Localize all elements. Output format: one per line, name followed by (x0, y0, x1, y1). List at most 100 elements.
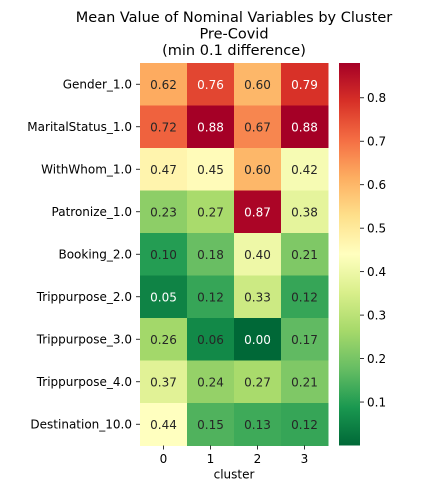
cell-value-label: 0.62 (150, 78, 177, 92)
cell-value-label: 0.10 (150, 248, 177, 262)
heatmap-cell (234, 148, 282, 191)
heatmap-cell (234, 318, 282, 361)
cell-value-label: 0.72 (150, 120, 177, 134)
heatmap-cell (234, 403, 282, 446)
heatmap-cells: 0.62 0.76 0.60 0.79 0.72 0.88 0.67 0.88 0.47 0.45… (140, 63, 329, 446)
cell-value-label: 0.21 (291, 248, 318, 262)
heatmap-cell (187, 360, 235, 404)
heatmap-cell (187, 233, 235, 276)
cell-value-label: 0.17 (291, 333, 318, 347)
x-tick-label: 1 (207, 452, 215, 466)
cell-value-label: 0.79 (291, 78, 318, 92)
heatmap-cell (281, 275, 329, 319)
x-axis-tick-labels: 0 1 2 3 (160, 445, 309, 466)
heatmap-cell (281, 360, 329, 404)
heatmap-cell (234, 275, 282, 319)
cell-value-label: 0.00 (244, 333, 271, 347)
cell-value-label: 0.05 (150, 290, 177, 304)
heatmap-cell (187, 275, 235, 319)
cell-value-label: 0.12 (291, 290, 318, 304)
chart-title-line-1: Mean Value of Nominal Variables by Clust… (76, 10, 392, 26)
cell-value-label: 0.45 (197, 163, 224, 177)
heatmap-cell (187, 403, 235, 446)
y-tick-label: Gender_1.0 (63, 78, 132, 92)
x-tick-label: 3 (301, 452, 309, 466)
cell-value-label: 0.15 (197, 418, 224, 432)
heatmap-cell (234, 360, 282, 404)
heatmap-cell (234, 63, 282, 106)
cell-value-label: 0.40 (244, 248, 271, 262)
colorbar-tick-label: 0.1 (367, 395, 386, 409)
colorbar-tick-label: 0.7 (367, 135, 386, 149)
heatmap-cell (281, 190, 329, 234)
cell-value-label: 0.26 (150, 333, 177, 347)
heatmap-cell (140, 233, 188, 276)
y-tick-label: Trippurpose_3.0 (36, 333, 132, 347)
chart-title-line-2: Pre-Covid (199, 27, 268, 43)
cell-value-label: 0.33 (244, 290, 271, 304)
cell-value-label: 0.23 (150, 205, 177, 219)
colorbar-gradient (339, 63, 360, 446)
cell-value-label: 0.42 (291, 163, 318, 177)
cell-value-label: 0.27 (197, 205, 224, 219)
x-tick-label: 0 (160, 452, 168, 466)
colorbar-ticks: 0.1 0.2 0.3 0.4 0.5 0.6 0.7 0.8 (360, 91, 386, 409)
y-tick-label: WithWhom_1.0 (41, 163, 132, 177)
cell-value-label: 0.87 (244, 205, 271, 219)
heatmap-cell (234, 233, 282, 276)
colorbar-tick-label: 0.5 (367, 221, 386, 235)
heatmap-cell (187, 318, 235, 361)
y-tick-label: MaritalStatus_1.0 (27, 120, 132, 134)
cell-value-label: 0.88 (291, 120, 318, 134)
heatmap-cell (140, 360, 188, 404)
cell-value-label: 0.12 (291, 418, 318, 432)
chart-title-line-3: (min 0.1 difference) (162, 43, 306, 59)
heatmap-cell (187, 190, 235, 234)
heatmap-cell (281, 233, 329, 276)
colorbar-tick-label: 0.2 (367, 352, 386, 366)
heatmap-cell (281, 148, 329, 191)
cell-value-label: 0.06 (197, 333, 224, 347)
heatmap-cell (140, 403, 188, 446)
heatmap-cell (187, 63, 235, 106)
x-tick-label: 2 (254, 452, 262, 466)
cell-value-label: 0.76 (197, 78, 224, 92)
heatmap-cell (140, 148, 188, 191)
cell-value-label: 0.12 (197, 290, 224, 304)
heatmap-cell (187, 148, 235, 191)
y-axis-tick-labels: Gender_1.0 MaritalStatus_1.0 WithWhom_1.0 P… (27, 78, 140, 432)
y-tick-label: Destination_10.0 (30, 418, 132, 432)
heatmap-cell (234, 190, 282, 234)
heatmap-cell (234, 105, 282, 149)
colorbar-tick-label: 0.3 (367, 308, 386, 322)
cell-value-label: 0.60 (244, 78, 271, 92)
heatmap-cell (281, 63, 329, 106)
cell-value-label: 0.27 (244, 375, 271, 389)
cell-value-label: 0.44 (150, 418, 177, 432)
heatmap-cell (140, 105, 188, 149)
chart-title: Mean Value of Nominal Variables by Clust… (76, 10, 392, 59)
heatmap-cell (281, 105, 329, 149)
y-tick-label: Trippurpose_4.0 (36, 375, 132, 389)
x-axis-label: cluster (214, 468, 255, 482)
cell-value-label: 0.21 (291, 375, 318, 389)
heatmap-cell (140, 318, 188, 361)
colorbar-tick-label: 0.4 (367, 265, 386, 279)
cell-value-label: 0.67 (244, 120, 271, 134)
heatmap-cell (140, 275, 188, 319)
heatmap-cell (140, 63, 188, 106)
cell-value-label: 0.47 (150, 163, 177, 177)
cell-value-label: 0.38 (291, 205, 318, 219)
colorbar: 0.1 0.2 0.3 0.4 0.5 0.6 0.7 0.8 (339, 63, 386, 446)
heatmap-cell (187, 105, 235, 149)
y-tick-label: Patronize_1.0 (52, 205, 132, 219)
cell-value-label: 0.37 (150, 375, 177, 389)
cell-value-label: 0.60 (244, 163, 271, 177)
y-tick-label: Booking_2.0 (58, 248, 132, 262)
cell-value-label: 0.18 (197, 248, 224, 262)
heatmap-cell (281, 403, 329, 446)
cell-value-label: 0.24 (197, 375, 224, 389)
heatmap-cell (140, 190, 188, 234)
